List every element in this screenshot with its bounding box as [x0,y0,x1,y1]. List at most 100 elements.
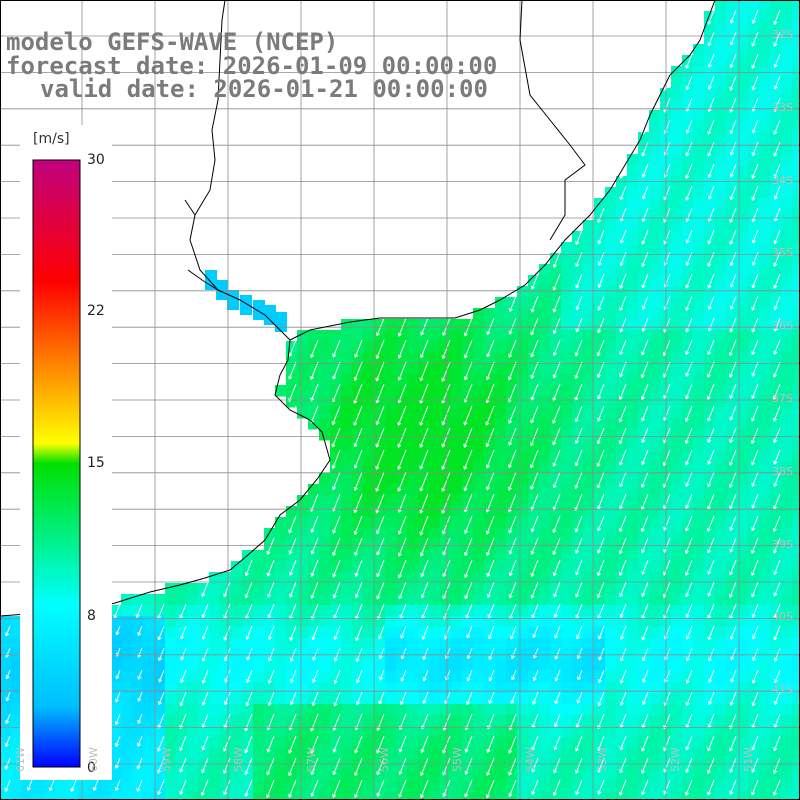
wind-cell [770,396,782,408]
wind-cell [495,473,507,485]
wind-cell [242,671,254,683]
wind-cell [792,143,800,155]
wind-cell [583,682,595,694]
wind-arrow [441,339,451,360]
wind-arrow [685,471,693,487]
wind-arrow [223,735,231,752]
wind-cell [638,319,650,331]
wind-cell [165,770,177,782]
wind-cell [352,473,364,485]
wind-cell [583,242,595,254]
wind-cell [341,682,353,694]
wind-cell [495,462,507,474]
wind-cell [11,770,23,782]
wind-cell [308,671,320,683]
wind-cell [308,539,320,551]
wind-cell [363,594,375,606]
wind-cell [451,539,463,551]
wind-cell [418,605,430,617]
wind-cell [451,363,463,375]
wind-cell [484,583,496,595]
wind-cell [330,462,342,474]
wind-cell [682,583,694,595]
wind-cell [473,495,485,507]
wind-cell [726,682,738,694]
wind-arrow [310,427,319,447]
wind-cell [770,55,782,67]
wind-cell [187,726,199,738]
wind-cell [528,297,540,309]
wind-arrow [441,493,451,514]
wind-cell [737,286,749,298]
wind-cell [759,605,771,617]
wind-cell [781,627,793,639]
wind-cell [363,671,375,683]
wind-arrow [310,361,319,380]
wind-arrow [729,625,737,640]
wind-arrow [774,669,781,683]
wind-cell [473,539,485,551]
wind-arrow [397,427,407,448]
wind-cell [374,704,386,716]
wind-cell [440,616,452,628]
wind-cell [671,253,683,265]
wind-cell [605,506,617,518]
wind-arrow [707,427,715,443]
wind-cell [682,66,694,78]
wind-cell [264,660,276,672]
wind-cell [451,770,463,782]
wind-cell [176,594,188,606]
wind-cell [517,286,529,298]
wind-arrow [333,669,341,684]
wind-arrow [619,317,627,333]
wind-cell [506,693,518,705]
wind-arrow [353,471,363,491]
wind-cell [605,407,617,419]
wind-cell [583,341,595,353]
wind-arrow [310,757,319,776]
wind-cell [11,616,23,628]
wind-cell [616,704,628,716]
forecast-date: forecast date: 2026-01-09 00:00:00 [6,52,498,80]
wind-cell [385,374,397,386]
wind-arrow [290,691,297,706]
wind-cell [550,374,562,386]
wind-arrow [729,229,737,245]
wind-cell [363,638,375,650]
wind-cell [649,583,661,595]
wind-cell [671,110,683,122]
wind-cell [627,605,639,617]
wind-cell [550,583,562,595]
wind-cell [748,11,760,23]
wind-cell [649,264,661,276]
wind-cell [759,462,771,474]
wind-cell [605,374,617,386]
wind-cell [484,616,496,628]
wind-arrow [332,515,341,534]
wind-cell [550,352,562,364]
wind-cell [770,418,782,430]
wind-arrow [707,581,715,597]
wind-cell [759,594,771,606]
wind-cell [671,297,683,309]
wind-cell [407,341,419,353]
wind-cell [737,22,749,34]
wind-arrow [137,691,143,702]
wind-cell [297,572,309,584]
wind-arrow [310,339,319,358]
wind-cell [517,517,529,529]
wind-cell [759,253,771,265]
wind-cell [583,693,595,705]
wind-cell [671,759,683,771]
wind-cell [792,242,800,254]
wind-cell [539,539,551,551]
wind-cell [297,561,309,573]
wind-cell [418,528,430,540]
coastline [0,0,716,617]
wind-cell [11,737,23,749]
wind-cell [539,363,551,375]
wind-cell [242,682,254,694]
wind-arrow [685,493,693,509]
wind-cell [517,770,529,782]
wind-cell [220,759,232,771]
